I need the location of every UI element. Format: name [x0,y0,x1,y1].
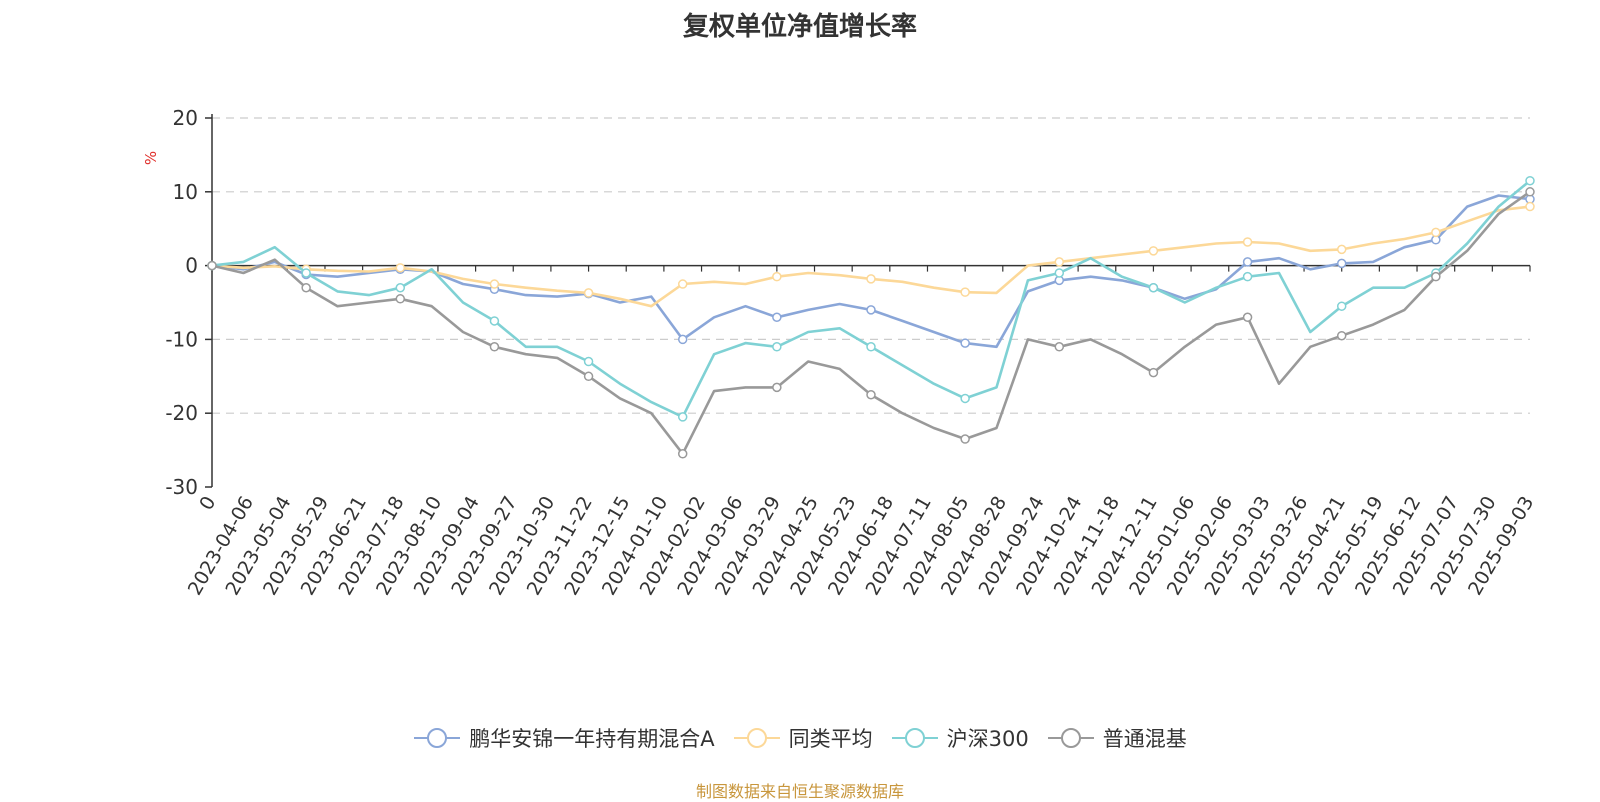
y-tick-label: 0 [185,254,198,278]
series-point[interactable] [301,268,311,278]
series-point[interactable] [677,412,688,422]
series-point[interactable] [1525,187,1535,197]
series-point[interactable] [772,271,782,282]
y-axis-unit-label: % [142,151,160,165]
series-point[interactable] [866,305,876,315]
data-source-footer: 制图数据来自恒生聚源数据库 [695,782,904,801]
series-point[interactable] [772,382,782,393]
series-point[interactable] [395,294,406,304]
series-point[interactable] [1148,367,1159,378]
series-point[interactable] [301,282,311,293]
series-point[interactable] [489,279,500,289]
series-line [211,190,1531,456]
series-lines [207,175,1535,459]
series-point[interactable] [866,274,876,284]
legend-line-icon [1047,728,1094,748]
series-point[interactable] [677,279,688,289]
series-point[interactable] [772,342,782,352]
series-point[interactable] [1054,342,1065,352]
y-tick-label: 10 [173,180,198,204]
y-tick-labels: 20 10 0 -10 -20 -30 [165,106,212,499]
y-tick-label: 20 [173,106,198,130]
series-point[interactable] [1431,227,1441,238]
series-point[interactable] [1242,257,1253,267]
series-point[interactable] [1336,258,1347,269]
axes [211,114,1530,487]
series-point[interactable] [677,334,688,345]
series-point[interactable] [489,316,500,326]
series-point[interactable] [1336,244,1347,255]
legend-label: 同类平均 [788,727,873,751]
series-point[interactable] [772,312,782,323]
series-point[interactable] [1242,271,1253,282]
series-point[interactable] [1336,301,1347,311]
series-point[interactable] [960,287,970,297]
series-point[interactable] [1242,312,1253,323]
legend-line-icon [891,728,938,748]
series-point[interactable] [1148,282,1159,293]
legend-item[interactable]: 沪深300 [891,723,1029,753]
chart-title: 复权单位净值增长率 [682,12,917,42]
legend-label: 普通混基 [1102,727,1187,751]
series-line [211,194,1531,349]
legend-item[interactable]: 同类平均 [733,723,873,753]
series-point[interactable] [1525,201,1535,212]
x-tick-labels: 02023-04-062023-05-042023-05-292023-06-2… [184,265,1538,599]
series-point[interactable] [1525,175,1535,186]
series-point[interactable] [1054,257,1065,267]
series-point[interactable] [1054,268,1065,278]
series-point[interactable] [960,338,970,348]
series-point[interactable] [395,263,406,273]
series-point[interactable] [583,356,594,367]
series-point[interactable] [1242,237,1253,247]
series-point[interactable] [960,434,970,444]
series-point[interactable] [960,393,970,404]
legend-label: 沪深300 [946,727,1029,751]
legend-item[interactable]: 普通混基 [1047,723,1187,753]
series-point[interactable] [1431,271,1441,282]
series-point[interactable] [489,342,500,352]
series-point[interactable] [1336,330,1347,341]
line-chart: 20 10 0 -10 -20 -30 02023-04-062023-05-042023… [142,106,1538,599]
series-point[interactable] [395,282,406,293]
series-point[interactable] [866,390,876,400]
chart-legend: 鹏华安锦一年持有期混合A 同类平均 沪深300 普通混基 [0,723,1600,753]
legend-line-icon [733,728,780,748]
series-point[interactable] [866,342,876,352]
legend-item[interactable]: 鹏华安锦一年持有期混合A [413,723,715,753]
y-tick-label: -20 [165,401,198,425]
legend-line-icon [414,728,461,748]
series-point[interactable] [207,260,217,271]
y-tick-label: -30 [165,475,198,499]
series-point[interactable] [1148,246,1159,256]
series-point[interactable] [583,371,594,382]
grid-lines [212,117,1530,414]
y-tick-label: -10 [165,327,198,351]
series-point[interactable] [677,449,688,459]
series-line [211,179,1531,419]
x-tick-label: 0 [195,493,220,514]
series-point[interactable] [583,288,594,298]
legend-label: 鹏华安锦一年持有期混合A [469,727,715,751]
series-line [211,205,1531,308]
